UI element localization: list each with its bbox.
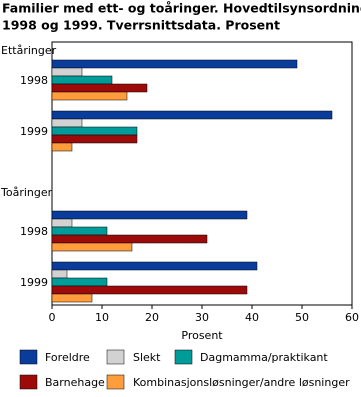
bar [51, 226, 108, 236]
chart-title: Familier med ett- og toåringer. Hovedtil… [2, 1, 361, 16]
bar [51, 67, 83, 77]
y-tick-label: 1998 [20, 225, 48, 238]
legend-label: Dagmamma/praktikant [200, 351, 328, 364]
bar [51, 91, 128, 101]
bar [51, 285, 248, 295]
bar [51, 118, 83, 128]
legend-swatch [19, 374, 38, 390]
chart-title: 1998 og 1999. Tverrsnittsdata. Prosent [2, 18, 280, 33]
x-tick-label: 60 [345, 311, 359, 324]
y-tick-label: 1998 [20, 74, 48, 87]
group-label: Ettåringer [1, 44, 57, 57]
y-tick-label: 1999 [20, 125, 48, 138]
x-tick-label: 30 [195, 311, 209, 324]
bar [51, 218, 73, 228]
x-tick-label: 0 [49, 311, 56, 324]
bar [51, 126, 138, 136]
bar [51, 134, 138, 144]
legend-swatch [174, 349, 193, 365]
bar [51, 269, 68, 279]
legend-label: Slekt [133, 351, 161, 364]
bar [51, 261, 258, 271]
bar [51, 59, 298, 69]
group-label: Toåringer [0, 186, 53, 199]
x-tick-label: 10 [95, 311, 109, 324]
y-tick-label: 1999 [20, 276, 48, 289]
x-tick-label: 20 [145, 311, 159, 324]
bar [51, 83, 148, 93]
x-tick-label: 40 [245, 311, 259, 324]
bar [51, 75, 113, 85]
x-axis-label: Prosent [181, 329, 223, 342]
legend-swatch [19, 349, 38, 365]
bar [51, 142, 73, 152]
legend-label: Kombinasjonsløsninger/andre løsninger [133, 376, 350, 389]
legend-swatch [106, 374, 125, 390]
bar [51, 242, 133, 252]
bar [51, 210, 248, 220]
legend-label: Barnehage [45, 376, 105, 389]
bar [51, 277, 108, 287]
bar [51, 110, 333, 120]
bar [51, 293, 93, 303]
legend-label: Foreldre [45, 351, 90, 364]
bar [51, 234, 208, 244]
legend-swatch [106, 349, 125, 365]
x-tick-label: 50 [295, 311, 309, 324]
